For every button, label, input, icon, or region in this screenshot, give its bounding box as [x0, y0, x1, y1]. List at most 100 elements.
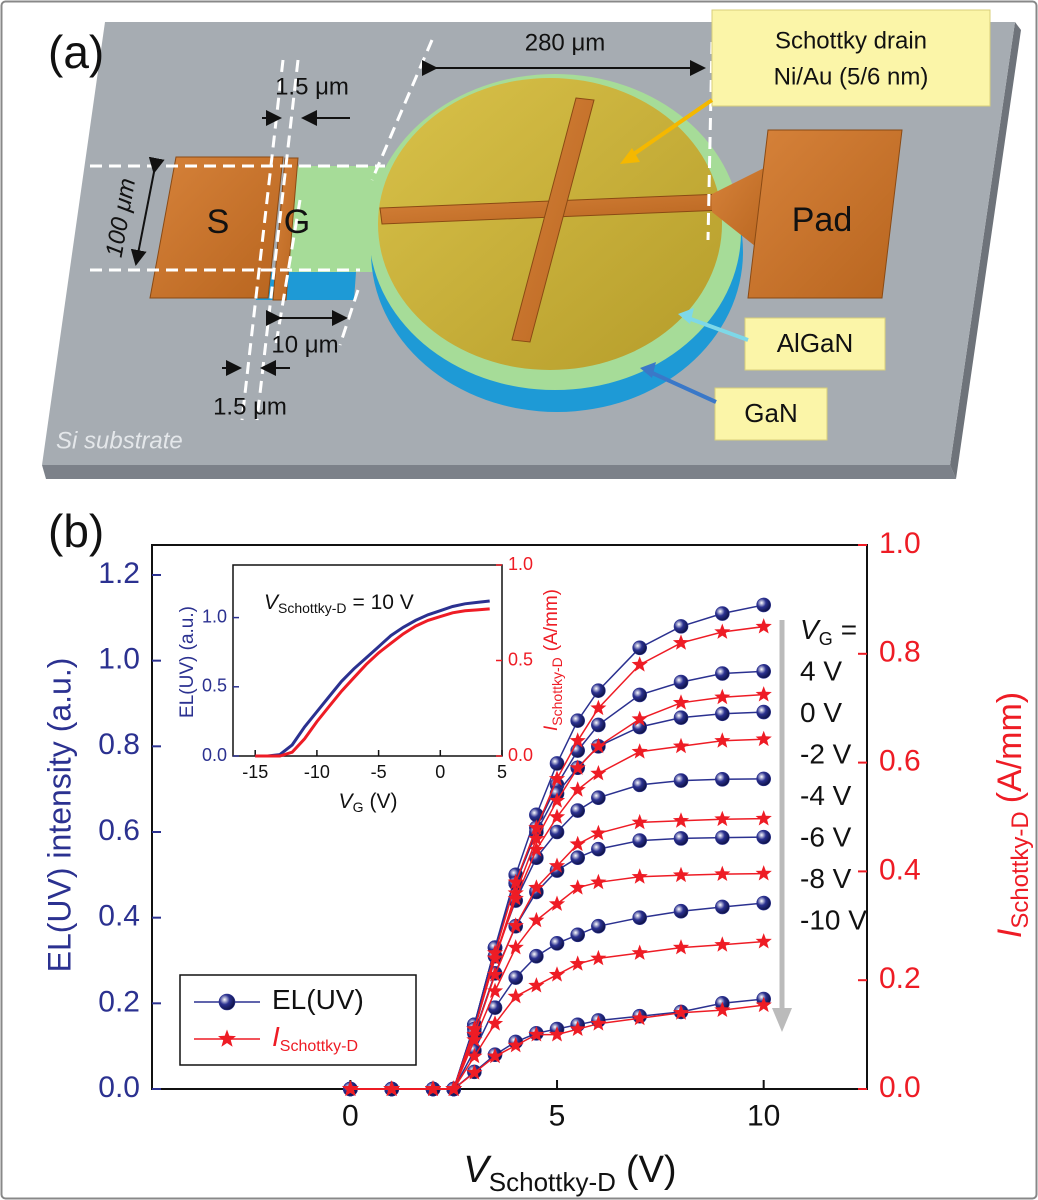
data-point: [674, 675, 688, 689]
y-tick-label: 0.0: [202, 745, 227, 765]
dimension-label: 1.5 μm: [275, 73, 349, 100]
legend-label: EL(UV): [272, 984, 364, 1015]
data-point: [571, 714, 585, 728]
label-part: Schottky-D: [549, 657, 565, 725]
data-point: [715, 607, 729, 621]
y-tick-label: 0.2: [98, 985, 140, 1018]
x-tick-label: 5: [549, 1099, 566, 1132]
data-point: [591, 791, 605, 805]
data-point: [591, 842, 605, 856]
label-part: Schottky-D: [280, 1038, 358, 1055]
label-part: Schottky-D: [1007, 811, 1034, 928]
x-tick-label: -15: [242, 762, 268, 782]
label-part: Schottky-D: [278, 600, 346, 616]
data-point: [550, 936, 564, 950]
data-point: [715, 772, 729, 786]
panel-label: (a): [48, 26, 104, 78]
data-point: [757, 896, 771, 910]
y-tick-label: 0.0: [98, 1071, 140, 1104]
layer-label: Schottky drain: [775, 27, 927, 54]
y2-tick-label: 0.2: [879, 962, 921, 995]
dimension-label: 280 μm: [525, 29, 606, 56]
y2-tick-label: 1.0: [508, 554, 533, 574]
y2-tick-label: 0.0: [508, 745, 533, 765]
label-part: (V): [626, 1149, 677, 1191]
y-tick-label: 0.6: [98, 814, 140, 847]
layer-label: AlGaN: [777, 328, 854, 358]
x-tick-label: 5: [497, 762, 507, 782]
data-point: [633, 641, 647, 655]
y-tick-label: 0.5: [202, 676, 227, 696]
annotation-label: -2 V: [800, 738, 852, 769]
data-point: [633, 911, 647, 925]
contact-label: G: [284, 203, 310, 241]
data-point: [674, 831, 688, 845]
y2-tick-label: 0.0: [879, 1071, 921, 1104]
legend-marker: [219, 994, 235, 1010]
layer-label: Ni/Au (5/6 nm): [774, 63, 929, 90]
layer-label: GaN: [744, 398, 797, 428]
device-diagram: (a) 280 μm 1.5 μm 100 μm 10 μm 1.5 μm S …: [42, 10, 1021, 479]
y-tick-label: 1.2: [98, 557, 140, 590]
data-point: [674, 711, 688, 725]
y-axis-label: EL(UV) intensity (a.u.): [41, 658, 77, 973]
data-point: [757, 772, 771, 786]
x-tick-label: 10: [747, 1099, 780, 1132]
data-point: [633, 688, 647, 702]
data-point: [674, 904, 688, 918]
data-point: [633, 834, 647, 848]
data-point: [591, 919, 605, 933]
inset-y-axis-label: EL(UV) (a.u.): [177, 606, 198, 718]
label-part: EL(UV): [272, 984, 364, 1015]
data-point: [591, 718, 605, 732]
data-point: [715, 667, 729, 681]
label-part: (A/mm): [991, 692, 1029, 803]
y-tick-label: 1.0: [202, 606, 227, 626]
dimension-label: 10 μm: [271, 331, 338, 358]
data-point: [757, 598, 771, 612]
data-point: [509, 971, 523, 985]
data-point: [715, 900, 729, 914]
contact-label: S: [207, 203, 230, 241]
y-tick-label: 0.8: [98, 728, 140, 761]
label-part: (A/mm): [541, 589, 562, 651]
data-point: [591, 684, 605, 698]
substrate-label: Si substrate: [56, 427, 183, 454]
label-part: G: [353, 799, 364, 815]
data-point: [674, 619, 688, 633]
data-point: [715, 707, 729, 721]
data-point: [571, 851, 585, 865]
data-point: [571, 804, 585, 818]
data-point: [550, 825, 564, 839]
y2-tick-label: 0.8: [879, 636, 921, 669]
data-point: [757, 705, 771, 719]
y2-tick-label: 0.5: [508, 649, 533, 669]
x-tick-label: -5: [371, 762, 387, 782]
data-point: [633, 778, 647, 792]
annotation-label: 4 V: [800, 655, 842, 686]
substrate-edge: [42, 465, 956, 479]
data-point: [757, 664, 771, 678]
dimension-label: 1.5 μm: [213, 393, 287, 420]
data-point: [529, 949, 543, 963]
x-tick-label: 0: [342, 1099, 359, 1132]
y2-tick-label: 1.0: [879, 527, 921, 560]
legend: EL(UV)ISchottky-D: [180, 975, 416, 1065]
label-part: =: [841, 614, 857, 645]
x-tick-label: 0: [435, 762, 445, 782]
label-part: G: [819, 629, 833, 649]
panel-label: (b): [48, 505, 104, 557]
y2-tick-label: 0.4: [879, 853, 921, 886]
data-point: [674, 774, 688, 788]
annotation-label: -4 V: [800, 780, 852, 811]
annotation-label: -8 V: [800, 863, 852, 894]
data-point: [757, 830, 771, 844]
data-point: [571, 928, 585, 942]
label-part: Schottky-D: [489, 1167, 616, 1197]
y-tick-label: 1.0: [98, 643, 140, 676]
x-tick-label: -10: [304, 762, 330, 782]
label-part: (V): [369, 790, 397, 813]
label-box: [712, 10, 990, 106]
annotation-label: -6 V: [800, 821, 852, 852]
figure: (a) 280 μm 1.5 μm 100 μm 10 μm 1.5 μm S …: [0, 0, 1038, 1200]
